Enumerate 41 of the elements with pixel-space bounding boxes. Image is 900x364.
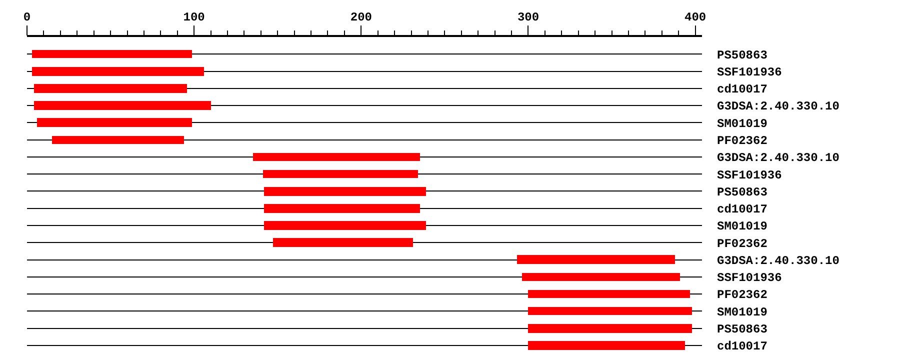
bar [528,341,685,350]
y-tick-label: SM01019 [717,116,768,131]
y-tick-label: G3DSA:2.40.330.10 [717,151,840,166]
y-tick-label: cd10017 [717,340,768,354]
bar [273,238,413,247]
y-tick-label: PF02362 [717,134,768,148]
bar [32,50,192,58]
bar [264,204,420,213]
bar [522,273,680,281]
bar [264,187,426,196]
x-tick-label: 0 [23,10,31,24]
y-tick-label: PF02362 [717,288,768,302]
x-tick-label: 400 [684,10,706,24]
bar [264,221,426,230]
y-tick-label: SM01019 [717,220,768,234]
y-tick-label: SM01019 [717,305,768,320]
bar [528,324,692,333]
y-tick-label: SSF101936 [717,271,782,286]
x-tick-label: 200 [350,10,372,24]
y-tick-label: SSF101936 [717,65,782,80]
bar [32,67,204,76]
bar [528,307,692,315]
y-tick-label: PS50863 [717,48,768,62]
bar [52,136,184,144]
y-tick-label: cd10017 [717,202,768,217]
bar [253,153,420,161]
y-tick-label: PS50863 [717,322,768,336]
y-tick-label: cd10017 [717,82,768,97]
y-tick-label: PS50863 [717,185,768,200]
bar [528,290,690,298]
bar [517,255,675,264]
x-tick-label: 300 [517,10,540,24]
y-tick-label: G3DSA:2.40.330.10 [717,100,840,114]
bar [34,84,187,93]
y-tick-label: G3DSA:2.40.330.10 [717,254,840,268]
bar [263,170,418,178]
bar [34,101,211,110]
y-tick-label: SSF101936 [717,168,782,182]
y-tick-label: PF02362 [717,236,768,251]
x-tick-label: 100 [183,10,205,24]
bar [37,118,192,127]
